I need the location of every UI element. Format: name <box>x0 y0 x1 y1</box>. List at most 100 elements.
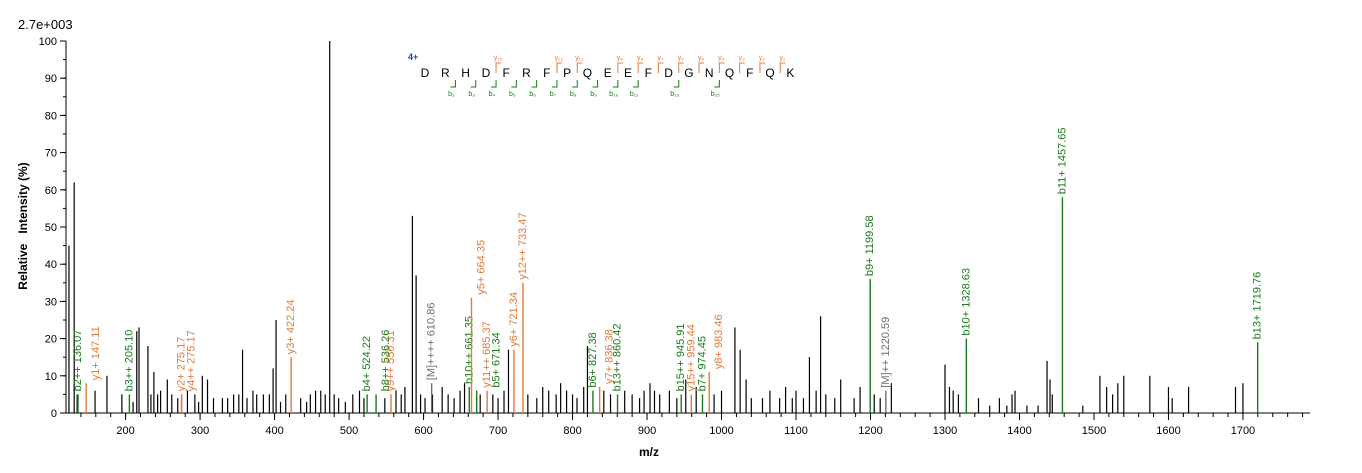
residue-letter: F <box>543 66 550 80</box>
peak-label: b10++ 661.35 <box>463 316 475 384</box>
b-ion-label: b₅ <box>509 91 516 98</box>
residue-letter: H <box>461 66 470 80</box>
peak-label: y3+ 422.24 <box>285 299 297 354</box>
y-tick-label: 30 <box>45 296 57 308</box>
x-tick-label: 600 <box>414 425 432 437</box>
y-tick-label: 40 <box>45 259 57 271</box>
peak-label: y5+ 664.35 <box>475 240 487 295</box>
b-ion-label: b₆ <box>529 91 536 98</box>
peak-label: y6+ 721.34 <box>508 292 520 347</box>
y-ion-bracket <box>576 62 583 73</box>
peak-label: b9+ 1199.58 <box>864 215 876 276</box>
y-tick-label: 10 <box>45 371 57 383</box>
peak-label: b6+ 827.38 <box>587 332 599 387</box>
residue-letter: D <box>421 66 430 80</box>
y-ion-bracket <box>718 62 725 73</box>
b-ion-bracket <box>470 80 477 88</box>
residue-letter: Q <box>725 66 734 80</box>
x-tick-label: 1200 <box>858 425 882 437</box>
y-ion-label: y₁₅ <box>494 55 503 62</box>
y-ion-bracket <box>739 62 745 73</box>
peak-label: b13++ 860.42 <box>612 323 624 391</box>
peak-label: y1+ 147.11 <box>90 326 102 380</box>
b-ion-bracket <box>714 80 720 88</box>
b-ion-label: b₁₃ <box>670 91 679 98</box>
y-ion-label: y₁₁ <box>575 55 584 62</box>
x-tick-label: 200 <box>116 425 134 437</box>
residue-letter: K <box>786 66 794 80</box>
y-ion-bracket <box>678 62 684 73</box>
y-ion-bracket <box>617 62 623 73</box>
y-axis-label: Relative Intensity (%) <box>16 162 30 289</box>
peak-label: b5+ 671.34 <box>491 332 503 387</box>
peak-label: y2+ 275.17 <box>176 337 188 392</box>
b-ion-label: b₂ <box>448 91 455 98</box>
y-tick-label: 100 <box>39 36 57 48</box>
x-tick-label: 400 <box>265 425 283 437</box>
b-ion-label: b₁₀ <box>609 91 618 98</box>
y-ion-label: y₃ <box>738 55 745 62</box>
y-ion-label: y₅ <box>698 55 705 62</box>
y-ion-bracket <box>657 62 664 73</box>
residue-letter: N <box>705 66 714 80</box>
residue-letter: G <box>684 66 693 80</box>
residue-letter: P <box>563 66 571 80</box>
peak-label: b11+ 1457.65 <box>1056 127 1068 194</box>
residue-letter: R <box>522 66 531 80</box>
b-ion-label: b₁₅ <box>711 91 720 98</box>
y-tick-label: 50 <box>45 222 57 234</box>
peak-label: b3++ 205.10 <box>123 330 135 392</box>
max-intensity-label: 2.7e+003 <box>18 17 73 32</box>
b-ion-label: b₉ <box>590 91 597 98</box>
peak-label: y8+ 983.46 <box>713 314 725 369</box>
b-ion-label: b₁₁ <box>630 91 639 98</box>
b-ion-bracket <box>491 80 497 88</box>
y-ion-label: y₂ <box>759 55 766 62</box>
y-ion-bracket <box>759 62 765 73</box>
residue-letter: F <box>746 66 753 80</box>
y-tick-label: 90 <box>45 73 57 85</box>
x-tick-label: 500 <box>340 425 358 437</box>
peak-label: [M]++++ 610.86 <box>426 303 438 381</box>
b-ion-label: b₃ <box>468 91 475 98</box>
peak-label: y12++ 733.47 <box>517 213 529 280</box>
x-tick-label: 300 <box>191 425 209 437</box>
y-ion-label: y₆ <box>678 55 685 62</box>
y-ion-bracket <box>698 62 705 73</box>
peak-label: b10+ 1328.63 <box>960 268 972 336</box>
x-axis-label: m/z <box>639 445 659 459</box>
b-ion-bracket <box>592 80 599 88</box>
peak-label: b15++ 945.91 <box>675 323 687 391</box>
x-tick-label: 1400 <box>1007 425 1031 437</box>
b-ion-label: b₇ <box>550 91 557 98</box>
b-ion-label: b₄ <box>489 91 496 98</box>
x-tick-label: 1700 <box>1231 425 1255 437</box>
peak-label: y15++ 959.44 <box>685 324 697 391</box>
peak-label: y4++ 275.17 <box>186 330 198 391</box>
y-ion-bracket <box>495 62 502 73</box>
y-tick-label: 70 <box>45 148 57 160</box>
y-tick-label: 20 <box>45 334 57 346</box>
peak-label: b2++ 136.07 <box>72 330 84 392</box>
y-ion-bracket <box>556 62 562 73</box>
axis-layer: 200 300 400 500 600 700 800 900 1000 1100 1200 1300… <box>39 36 1310 437</box>
charge-state-label: 4+ <box>408 52 418 62</box>
y-tick-label: 0 <box>51 408 57 420</box>
residue-letter: F <box>645 66 652 80</box>
peak-label: [M]++ 1220.59 <box>880 317 892 388</box>
x-tick-label: 1000 <box>709 425 733 437</box>
x-tick-label: 700 <box>489 425 507 437</box>
b-ion-bracket <box>633 80 639 88</box>
y-tick-label: 60 <box>45 185 57 197</box>
residue-letter: Q <box>765 66 774 80</box>
b-ion-bracket <box>673 80 680 88</box>
b-ion-bracket <box>612 80 619 88</box>
y-ion-label: y₁ <box>779 55 786 62</box>
x-tick-label: 1300 <box>933 425 957 437</box>
b-ion-bracket <box>511 80 517 88</box>
y-ion-label: y₇ <box>657 55 664 62</box>
y-ion-label: y₈ <box>637 55 644 62</box>
residue-letter: E <box>624 66 632 80</box>
peak-label: b4+ 524.22 <box>361 336 373 391</box>
